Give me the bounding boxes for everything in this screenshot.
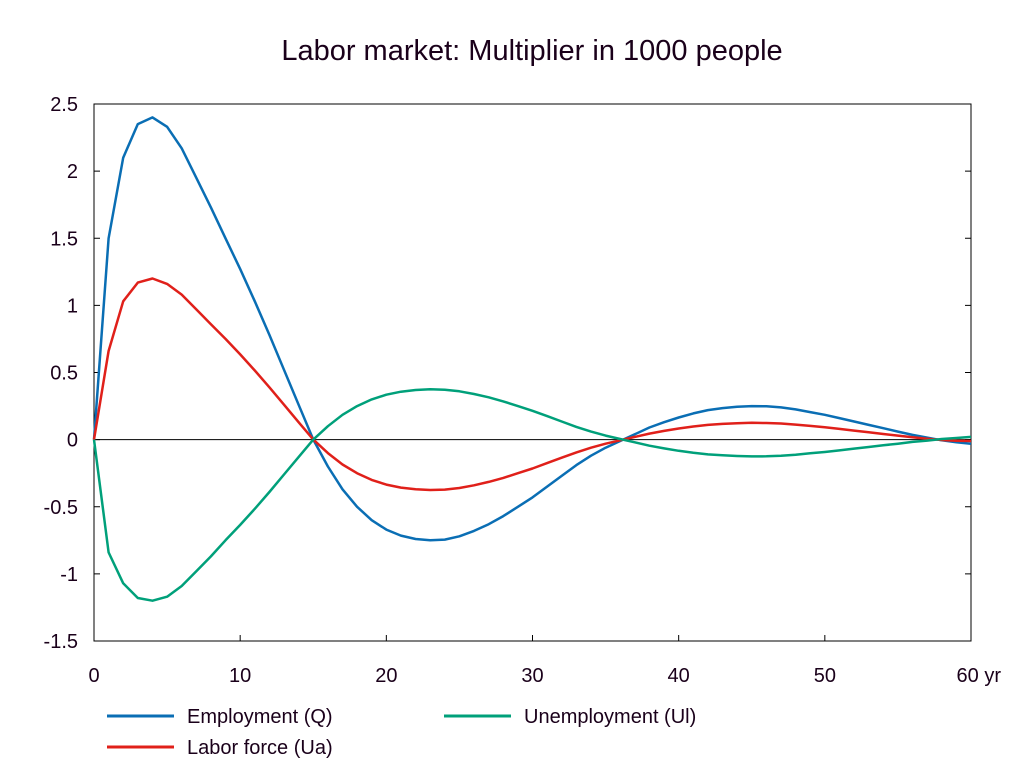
legend-label: Labor force (Ua) [187,737,333,759]
legend-label: Employment (Q) [187,706,333,728]
series-line-0 [92,116,972,542]
chart-title: Labor market: Multiplier in 1000 people [281,35,782,67]
x-tick-label: 20 [375,665,397,687]
x-tick-label: 60 yr [957,665,1002,687]
x-tick-label: 40 [668,665,690,687]
x-tick-label: 50 [814,665,836,687]
y-tick-label: 2 [67,161,78,183]
y-tick-label: -1 [60,564,78,586]
legend-label: Unemployment (Ul) [524,706,696,728]
series-line-2 [92,388,972,602]
y-tick-label: 0.5 [50,363,78,385]
x-tick-label: 0 [88,665,99,687]
y-tick-label: 0 [67,430,78,452]
series-line-1 [92,277,972,492]
x-tick-label: 10 [229,665,251,687]
y-tick-label: 1 [67,295,78,317]
plot-frame [93,103,972,642]
y-tick-label: -0.5 [44,497,78,519]
x-tick-label: 30 [521,665,543,687]
y-tick-label: -1.5 [44,631,78,653]
y-tick-label: 1.5 [50,228,78,250]
y-tick-label: 2.5 [50,94,78,116]
